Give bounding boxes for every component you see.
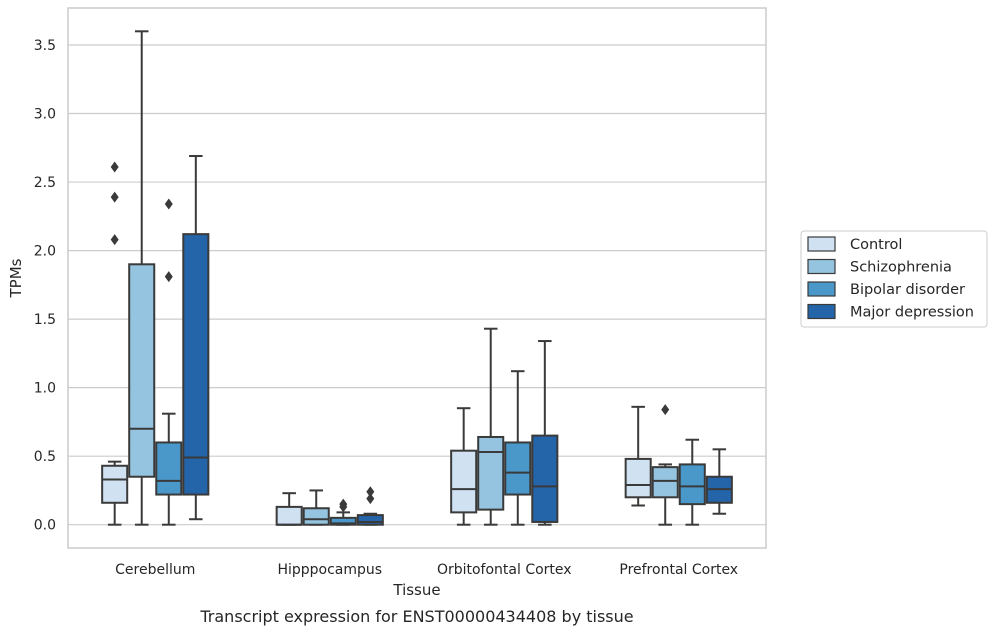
outlier-hipppocampus-major-depression-1 (366, 493, 375, 505)
y-tick-label-3-0: 3.0 (34, 107, 56, 123)
outlier-cerebellum-bipolar-disorder-2 (164, 198, 173, 210)
box-prefrontal-cortex-control (624, 405, 652, 507)
y-axis-label: TPMs (7, 258, 25, 298)
outlier-cerebellum-control-2 (110, 191, 119, 203)
x-tick-label-orbitofontal-cortex: Orbitofontal Cortex (437, 562, 572, 578)
y-tick-label-2-5: 2.5 (34, 175, 56, 191)
outlier-hipppocampus-major-depression-2 (366, 486, 375, 498)
box-orbitofontal-cortex-bipolar-disorder (504, 370, 532, 526)
box-orbitofontal-cortex-major-depression (531, 340, 559, 526)
x-axis-label: Tissue (392, 581, 440, 599)
plot-frame (67, 7, 767, 549)
legend-swatch-schizophrenia (807, 258, 836, 275)
legend-frame (800, 230, 988, 328)
y-tick-label-1-0: 1.0 (34, 381, 56, 397)
box-body-hipppocampus-major-depression (356, 514, 384, 526)
x-tick-label-hipppocampus: Hipppocampus (277, 562, 382, 578)
box-body-cerebellum-schizophrenia (128, 263, 156, 478)
legend-label-control: Control (850, 237, 902, 253)
x-tick-labels: Cerebellum Hipppocampus Orbitofontal Corte… (115, 562, 738, 578)
box-body-orbitofontal-cortex-control (450, 449, 478, 514)
box-hipppocampus-control (275, 492, 303, 526)
y-tick-label-3-5: 3.5 (34, 38, 56, 54)
outlier-hipppocampus-bipolar-disorder-2 (339, 498, 348, 510)
legend-swatch-major-depression (807, 303, 836, 320)
box-cerebellum-bipolar-disorder (155, 198, 183, 526)
box-orbitofontal-cortex-schizophrenia (477, 327, 505, 526)
box-body-cerebellum-bipolar-disorder (155, 441, 183, 496)
box-body-orbitofontal-cortex-bipolar-disorder (504, 441, 532, 496)
chart-caption: Transcript expression for ENST0000043440… (199, 607, 633, 626)
legend-label-major-depression: Major depression (850, 305, 974, 321)
box-body-prefrontal-cortex-schizophrenia (651, 466, 679, 499)
legend-swatch-bipolar-disorder (807, 281, 836, 297)
boxes (101, 30, 733, 526)
box-cerebellum-control (101, 161, 129, 526)
box-hipppocampus-schizophrenia (302, 489, 330, 526)
y-tick-label-0-5: 0.5 (34, 449, 56, 465)
legend-swatch-control (807, 236, 836, 252)
y-tick-label-1-5: 1.5 (34, 312, 56, 328)
y-tick-label-0-0: 0.0 (34, 518, 56, 534)
box-body-hipppocampus-schizophrenia (302, 507, 330, 526)
y-tick-label-2-0: 2.0 (34, 244, 56, 260)
box-body-orbitofontal-cortex-major-depression (531, 434, 559, 523)
x-tick-label-prefrontal-cortex: Prefrontal Cortex (619, 562, 738, 578)
legend-label-schizophrenia: Schizophrenia (850, 260, 952, 276)
box-body-orbitofontal-cortex-schizophrenia (477, 435, 505, 511)
outlier-cerebellum-bipolar-disorder-1 (164, 271, 173, 283)
box-orbitofontal-cortex-control (450, 407, 478, 526)
box-body-hipppocampus-control (275, 505, 303, 526)
box-prefrontal-cortex-bipolar-disorder (678, 438, 706, 526)
box-cerebellum-major-depression (182, 155, 210, 521)
box-body-cerebellum-control (101, 464, 129, 504)
box-body-prefrontal-cortex-control (624, 457, 652, 499)
outlier-prefrontal-cortex-schizophrenia-1 (661, 404, 670, 416)
outlier-cerebellum-control-3 (110, 161, 119, 173)
box-body-hipppocampus-bipolar-disorder (329, 516, 357, 526)
legend-label-bipolar-disorder: Bipolar disorder (850, 282, 965, 298)
y-tick-labels: 0.0 0.5 1.0 1.5 2.0 2.5 3.0 3.5 (34, 38, 56, 534)
box-prefrontal-cortex-schizophrenia (651, 404, 679, 526)
x-tick-label-cerebellum: Cerebellum (115, 562, 195, 578)
box-hipppocampus-bipolar-disorder (329, 498, 357, 526)
box-body-cerebellum-major-depression (182, 233, 210, 496)
box-prefrontal-cortex-major-depression (705, 448, 733, 515)
box-body-prefrontal-cortex-bipolar-disorder (678, 463, 706, 506)
legend: Control Schizophrenia Bipolar disorder Majo… (800, 230, 988, 328)
box-cerebellum-schizophrenia (128, 30, 156, 526)
outlier-cerebellum-control-1 (110, 234, 119, 246)
box-hipppocampus-major-depression (356, 486, 384, 526)
